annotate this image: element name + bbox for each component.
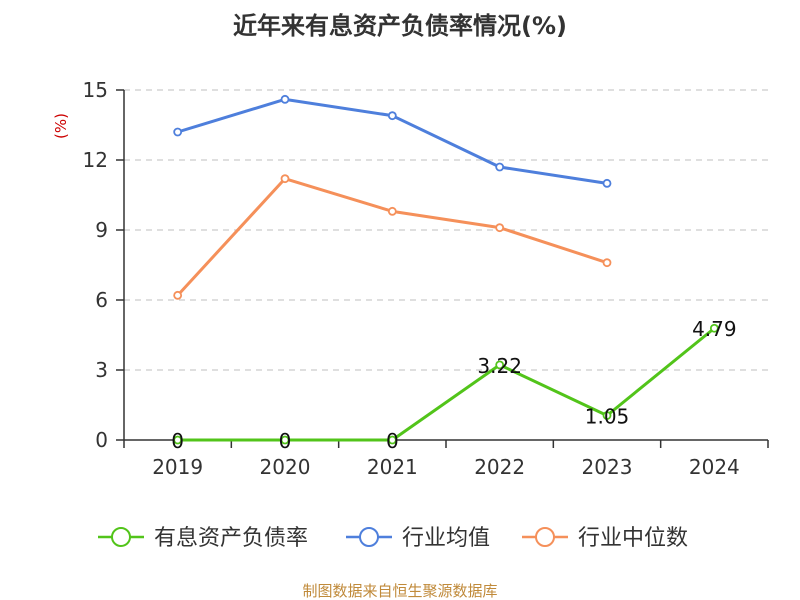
grid-lines <box>124 89 768 371</box>
x-tick-label: 2024 <box>689 455 740 479</box>
y-tick-label: 6 <box>95 288 108 312</box>
data-point <box>387 111 397 121</box>
data-label: 3.22 <box>477 354 522 378</box>
x-tick-label: 2019 <box>152 455 203 479</box>
legend-label: 行业均值 <box>402 526 490 551</box>
data-point <box>495 360 505 370</box>
data-point <box>387 435 397 445</box>
data-label: 0 <box>171 429 184 453</box>
data-label: 4.79 <box>692 317 737 341</box>
legend[interactable]: 有息资产负债率 行业均值 行业中位数 <box>98 526 688 551</box>
data-point <box>387 206 397 216</box>
data-point <box>709 323 719 333</box>
data-point <box>602 258 612 268</box>
y-axis-label: (%) <box>52 113 70 139</box>
series-line-0 <box>177 327 716 442</box>
legend-marker <box>359 527 379 547</box>
data-point <box>280 94 290 104</box>
series-lines <box>173 94 719 445</box>
data-point <box>173 290 183 300</box>
data-point <box>173 127 183 137</box>
data-labels: 0 0 0 3.22 1.05 4.79 <box>171 317 736 453</box>
legend-item[interactable]: 行业中位数 <box>522 526 688 551</box>
y-tick-label: 15 <box>83 78 108 102</box>
axes: 0 3 6 9 12 15 2019 2020 2021 2022 2023 2024 <box>83 78 769 479</box>
legend-label: 有息资产负债率 <box>154 526 308 551</box>
y-tick-label: 0 <box>95 428 108 452</box>
data-point <box>280 435 290 445</box>
data-label: 0 <box>386 429 399 453</box>
data-point <box>173 435 183 445</box>
y-tick-label: 9 <box>95 218 108 242</box>
legend-marker <box>535 527 555 547</box>
series-line-2 <box>176 177 608 297</box>
data-point <box>495 162 505 172</box>
x-tick-label: 2023 <box>582 455 633 479</box>
source-note: 制图数据来自恒生聚源数据库 <box>302 582 497 600</box>
data-label: 1.05 <box>585 405 630 429</box>
chart-title: 近年来有息资产负债率情况(%) <box>233 12 567 40</box>
legend-item[interactable]: 有息资产负债率 <box>98 526 308 551</box>
legend-marker <box>111 527 131 547</box>
x-tick-label: 2022 <box>474 455 525 479</box>
x-tick-label: 2021 <box>367 455 418 479</box>
data-point <box>602 411 612 420</box>
data-point <box>495 223 505 233</box>
y-tick-label: 3 <box>95 358 108 382</box>
x-tick-label: 2020 <box>260 455 311 479</box>
legend-item[interactable]: 行业均值 <box>346 526 490 551</box>
data-label: 0 <box>279 429 292 453</box>
y-tick-label: 12 <box>83 148 108 172</box>
data-point <box>602 178 612 188</box>
data-point <box>280 174 290 184</box>
legend-label: 行业中位数 <box>578 526 688 551</box>
